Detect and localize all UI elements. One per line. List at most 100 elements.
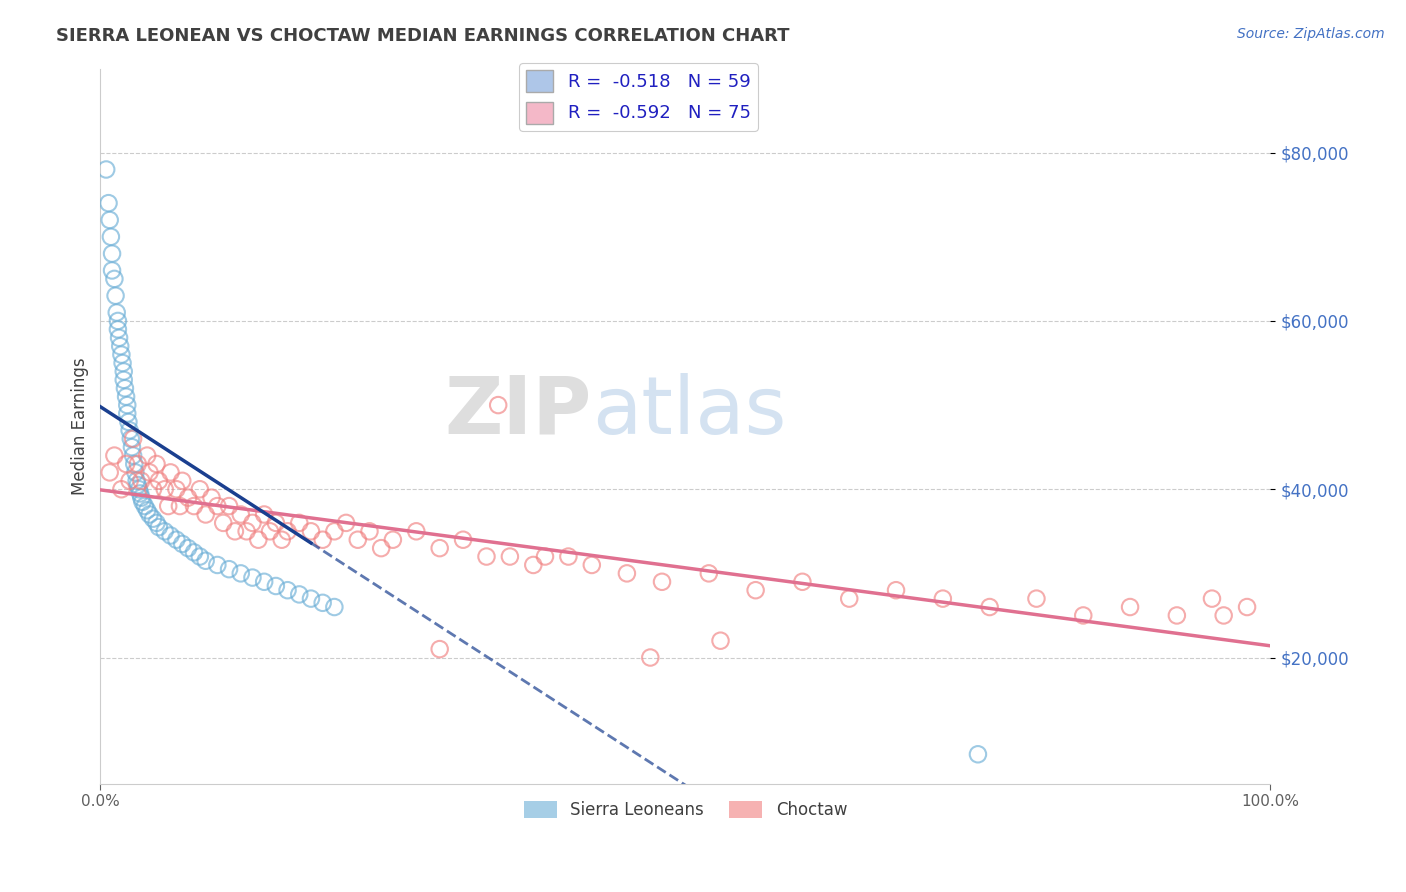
Point bbox=[125, 474, 148, 488]
Text: ZIP: ZIP bbox=[444, 373, 592, 450]
Point bbox=[145, 457, 167, 471]
Point bbox=[212, 516, 235, 530]
Point bbox=[101, 263, 124, 277]
Point bbox=[96, 162, 118, 177]
Point bbox=[188, 482, 211, 496]
Point bbox=[264, 579, 287, 593]
Point bbox=[224, 524, 246, 539]
Point bbox=[616, 566, 638, 581]
Point bbox=[1201, 591, 1223, 606]
Text: SIERRA LEONEAN VS CHOCTAW MEDIAN EARNINGS CORRELATION CHART: SIERRA LEONEAN VS CHOCTAW MEDIAN EARNING… bbox=[56, 27, 790, 45]
Point bbox=[311, 596, 333, 610]
Point bbox=[117, 398, 139, 412]
Point bbox=[136, 449, 159, 463]
Y-axis label: Median Earnings: Median Earnings bbox=[72, 358, 89, 495]
Point bbox=[640, 650, 662, 665]
Point bbox=[124, 457, 146, 471]
Point bbox=[207, 499, 229, 513]
Point bbox=[229, 508, 252, 522]
Point bbox=[335, 516, 357, 530]
Point bbox=[247, 533, 270, 547]
Point bbox=[131, 495, 153, 509]
Point bbox=[218, 562, 240, 576]
Point bbox=[1025, 591, 1047, 606]
Point bbox=[165, 533, 187, 547]
Point bbox=[118, 423, 141, 437]
Point bbox=[242, 516, 264, 530]
Point bbox=[183, 545, 205, 559]
Point bbox=[259, 524, 281, 539]
Point bbox=[131, 491, 153, 505]
Point bbox=[229, 566, 252, 581]
Point bbox=[122, 432, 145, 446]
Point bbox=[142, 511, 165, 525]
Point bbox=[235, 524, 257, 539]
Point bbox=[157, 499, 180, 513]
Point bbox=[107, 314, 129, 328]
Point bbox=[110, 482, 132, 496]
Point bbox=[486, 398, 509, 412]
Point bbox=[134, 499, 156, 513]
Point bbox=[138, 508, 160, 522]
Point bbox=[405, 524, 427, 539]
Point bbox=[101, 246, 124, 260]
Point bbox=[98, 466, 121, 480]
Point bbox=[100, 229, 122, 244]
Point bbox=[104, 289, 127, 303]
Text: Source: ZipAtlas.com: Source: ZipAtlas.com bbox=[1237, 27, 1385, 41]
Point bbox=[581, 558, 603, 572]
Legend: Sierra Leoneans, Choctaw: Sierra Leoneans, Choctaw bbox=[517, 794, 853, 825]
Point bbox=[288, 516, 311, 530]
Point bbox=[172, 474, 194, 488]
Point bbox=[145, 516, 167, 530]
Point bbox=[117, 415, 139, 429]
Point bbox=[1212, 608, 1234, 623]
Point bbox=[1119, 600, 1142, 615]
Point bbox=[194, 508, 217, 522]
Point bbox=[194, 554, 217, 568]
Point bbox=[299, 591, 322, 606]
Point bbox=[277, 524, 299, 539]
Point bbox=[112, 364, 135, 378]
Point bbox=[172, 537, 194, 551]
Point bbox=[159, 466, 181, 480]
Point bbox=[967, 747, 990, 762]
Point bbox=[127, 457, 149, 471]
Point bbox=[103, 449, 125, 463]
Point bbox=[207, 558, 229, 572]
Point bbox=[323, 524, 346, 539]
Point bbox=[370, 541, 392, 556]
Point bbox=[253, 508, 276, 522]
Point bbox=[884, 583, 907, 598]
Point bbox=[1071, 608, 1094, 623]
Point bbox=[117, 407, 139, 421]
Point bbox=[98, 213, 121, 227]
Point bbox=[429, 541, 451, 556]
Point bbox=[709, 633, 731, 648]
Point bbox=[131, 474, 153, 488]
Point bbox=[1166, 608, 1188, 623]
Point bbox=[1236, 600, 1258, 615]
Point bbox=[142, 482, 165, 496]
Point bbox=[148, 474, 170, 488]
Point bbox=[103, 272, 125, 286]
Point bbox=[651, 574, 673, 589]
Point bbox=[277, 583, 299, 598]
Point bbox=[429, 642, 451, 657]
Point bbox=[381, 533, 404, 547]
Point bbox=[121, 440, 143, 454]
Point bbox=[177, 541, 200, 556]
Point bbox=[153, 482, 176, 496]
Point bbox=[932, 591, 955, 606]
Point bbox=[218, 499, 240, 513]
Point bbox=[111, 356, 134, 370]
Point bbox=[177, 491, 200, 505]
Point bbox=[522, 558, 544, 572]
Point bbox=[107, 322, 129, 336]
Point bbox=[128, 482, 150, 496]
Point bbox=[114, 381, 136, 395]
Point bbox=[323, 600, 346, 615]
Point bbox=[115, 390, 138, 404]
Point bbox=[697, 566, 720, 581]
Point bbox=[253, 574, 276, 589]
